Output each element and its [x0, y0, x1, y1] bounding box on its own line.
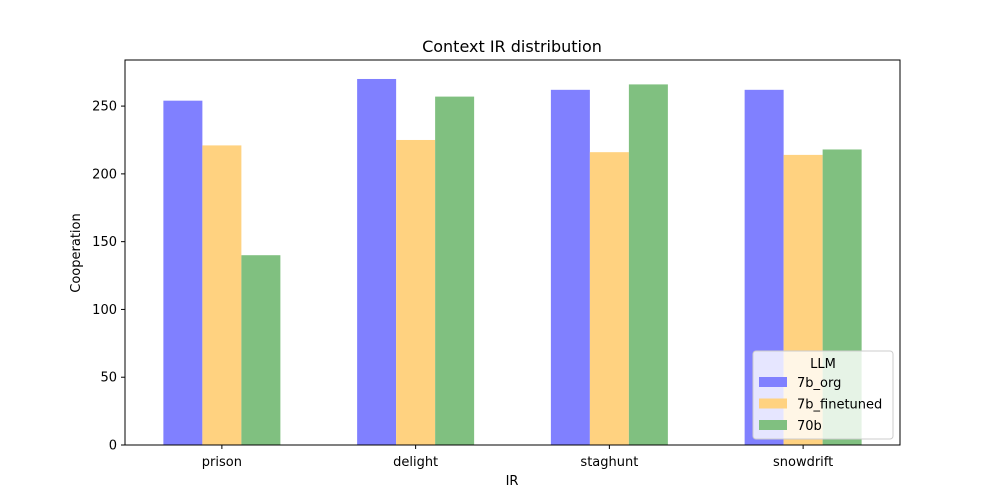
chart-title: Context IR distribution	[422, 37, 602, 56]
bar-7b_org-delight	[357, 78, 397, 445]
legend-swatch-7b_finetuned	[759, 398, 787, 409]
y-tick-label: 0	[109, 439, 117, 454]
x-axis-label: IR	[506, 474, 519, 489]
y-axis-label: Cooperation	[69, 213, 84, 292]
bar-7b_finetuned-delight	[396, 139, 436, 446]
legend-swatch-7b_org	[759, 377, 787, 387]
legend-label-7b_finetuned: 7b_finetuned	[797, 398, 882, 413]
y-tick-label: 100	[92, 303, 117, 318]
legend-label-70b: 70b	[797, 419, 822, 434]
legend: LLM 7b_org 7b_finetuned 70b	[752, 350, 894, 440]
bar-7b_org-staghunt	[550, 89, 590, 445]
bar-70b-prison	[241, 255, 281, 445]
y-tick-label: 150	[92, 235, 117, 250]
y-tick-label: 50	[100, 371, 117, 386]
bar-70b-delight	[435, 96, 475, 445]
x-tick-label: snowdrift	[773, 455, 833, 470]
plot-frame	[124, 59, 901, 446]
y-tick-label: 200	[92, 167, 117, 182]
legend-label-7b_org: 7b_org	[797, 376, 841, 391]
bar-7b_finetuned-staghunt	[589, 152, 629, 445]
legend-swatch-70b	[759, 420, 787, 430]
bar-7b_org-prison	[163, 100, 203, 446]
x-tick-label: delight	[393, 455, 438, 470]
bar-70b-staghunt	[628, 84, 668, 446]
x-tick-label: prison	[202, 455, 242, 470]
x-tick-label: staghunt	[580, 455, 638, 470]
bar-7b_finetuned-prison	[202, 145, 242, 445]
y-tick-label: 250	[92, 100, 117, 115]
legend-title: LLM	[810, 357, 836, 372]
legend-box	[752, 350, 894, 440]
